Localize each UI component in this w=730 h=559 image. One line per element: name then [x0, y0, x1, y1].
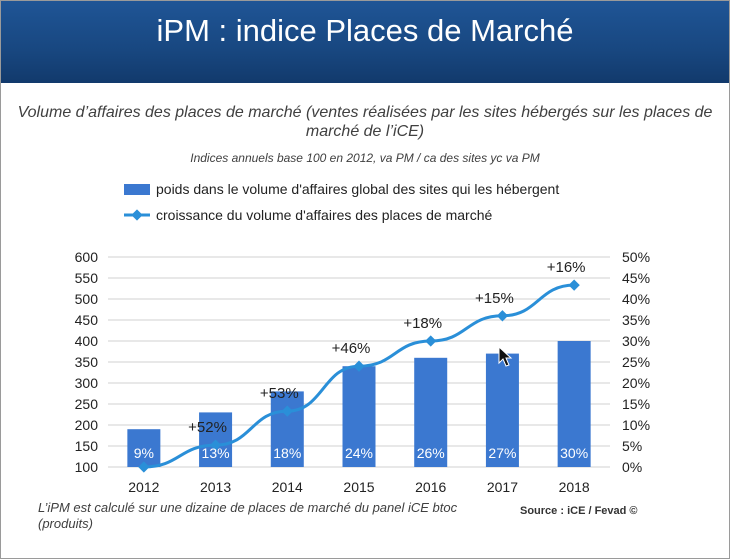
source-credit: Source : iCE / Fevad ©: [520, 505, 638, 517]
y-right-tick-label: 10%: [622, 417, 650, 433]
x-tick-label: 2015: [343, 479, 374, 495]
y-left-tick-label: 200: [75, 417, 99, 433]
bar-data-label: 9%: [134, 445, 154, 461]
bar-data-label: 13%: [202, 445, 230, 461]
line-point: [496, 310, 509, 322]
slide-header: iPM : indice Places de Marché: [1, 1, 729, 83]
y-left-tick-label: 400: [75, 333, 99, 349]
y-right-tick-label: 25%: [622, 354, 650, 370]
bar: [342, 366, 376, 467]
line-point: [138, 461, 150, 473]
growth-data-label: +16%: [547, 259, 586, 276]
y-left-tick-label: 500: [75, 291, 99, 307]
growth-data-label: +18%: [403, 315, 442, 332]
y-left-tick-label: 450: [75, 312, 99, 328]
growth-data-label: +46%: [332, 340, 371, 357]
line-point: [425, 335, 437, 347]
y-right-tick-label: 50%: [622, 249, 650, 265]
bar: [414, 357, 448, 467]
legend-swatch-marker: [131, 209, 143, 221]
slide-title: iPM : indice Places de Marché: [156, 13, 574, 48]
bar: [127, 429, 161, 467]
x-tick-label: 2012: [128, 479, 159, 495]
bar-data-label: 27%: [488, 445, 516, 461]
legend-label-line: croissance du volume d'affaires des plac…: [156, 207, 492, 223]
bar-data-label: 26%: [417, 445, 445, 461]
x-tick-label: 2016: [415, 479, 446, 495]
y-right-tick-label: 5%: [622, 438, 642, 454]
chart-title: Volume d’affaires des places de marché (…: [17, 104, 713, 140]
line-point: [281, 405, 293, 417]
y-right-tick-label: 40%: [622, 291, 650, 307]
y-left-tick-label: 250: [75, 396, 99, 412]
x-tick-label: 2014: [272, 479, 303, 495]
y-left-tick-label: 150: [75, 438, 99, 454]
y-right-tick-label: 35%: [622, 312, 650, 328]
line-point: [353, 360, 365, 372]
y-left-tick-label: 100: [75, 459, 99, 475]
growth-data-label: +15%: [475, 290, 514, 307]
cursor-icon: [498, 345, 513, 367]
legend-swatch-bar: [124, 184, 150, 195]
growth-data-label: +53%: [260, 385, 299, 402]
x-tick-label: 2018: [559, 479, 590, 495]
y-left-tick-label: 600: [75, 249, 99, 265]
y-left-tick-label: 350: [75, 354, 99, 370]
y-right-tick-label: 15%: [622, 396, 650, 412]
y-right-tick-label: 20%: [622, 375, 650, 391]
y-left-tick-label: 300: [75, 375, 99, 391]
chart-subtitle: Indices annuels base 100 en 2012, va PM …: [190, 151, 540, 165]
bar: [557, 341, 591, 467]
bar-data-label: 24%: [345, 445, 373, 461]
line-point: [568, 279, 580, 291]
y-left-tick-label: 550: [75, 270, 99, 286]
legend-label-bar: poids dans le volume d'affaires global d…: [156, 181, 559, 197]
bar: [485, 353, 519, 467]
bar-data-label: 18%: [273, 445, 301, 461]
line-point: [209, 439, 222, 451]
x-tick-label: 2013: [200, 479, 231, 495]
growth-data-label: +52%: [188, 419, 227, 436]
footnote: L’iPM est calculé sur une dizaine de pla…: [38, 500, 458, 531]
y-right-tick-label: 30%: [622, 333, 650, 349]
y-right-tick-label: 0%: [622, 459, 642, 475]
bar-data-label: 30%: [560, 445, 588, 461]
x-tick-label: 2017: [487, 479, 518, 495]
y-right-tick-label: 45%: [622, 270, 650, 286]
bar: [270, 391, 304, 467]
